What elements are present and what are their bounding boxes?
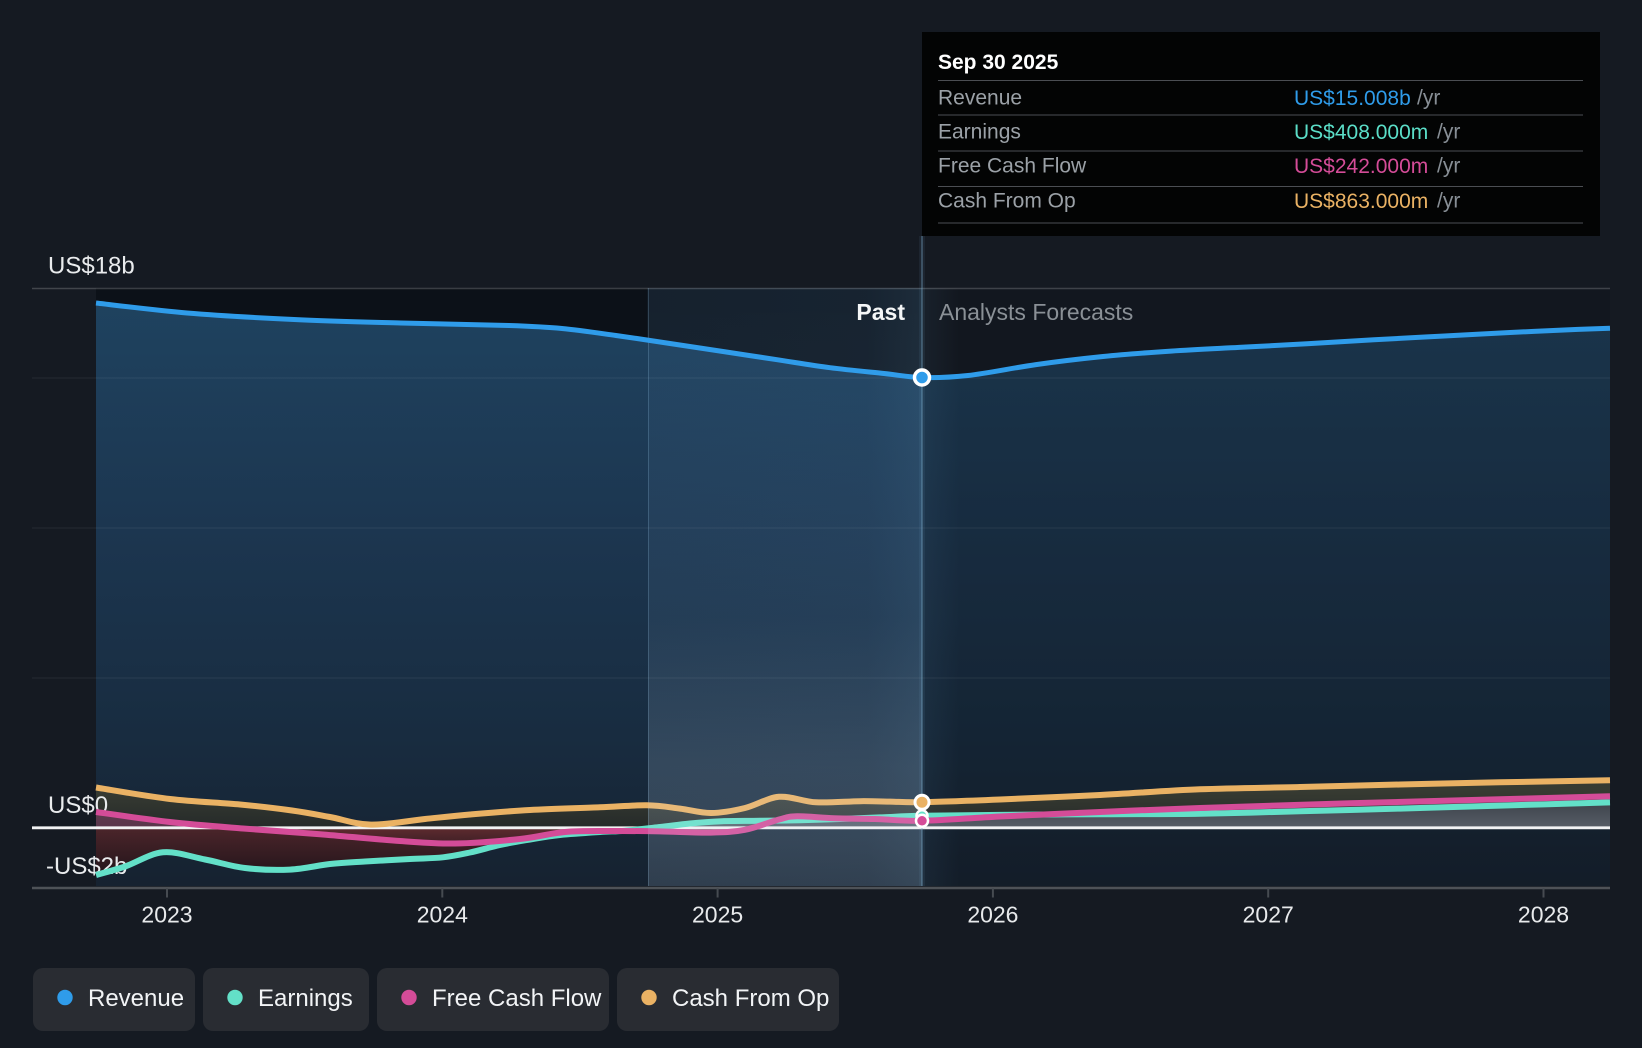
svg-text:Sep 30 2025: Sep 30 2025 bbox=[938, 51, 1059, 74]
svg-text:-US$2b: -US$2b bbox=[46, 853, 127, 880]
svg-text:US$408.000m: US$408.000m bbox=[1294, 121, 1428, 144]
svg-text:2026: 2026 bbox=[967, 902, 1018, 928]
svg-text:/yr: /yr bbox=[1417, 87, 1440, 110]
svg-text:US$242.000m: US$242.000m bbox=[1294, 155, 1428, 178]
svg-text:Revenue: Revenue bbox=[938, 87, 1022, 110]
svg-text:2025: 2025 bbox=[692, 902, 743, 928]
svg-text:/yr: /yr bbox=[1437, 155, 1460, 178]
svg-text:/yr: /yr bbox=[1437, 190, 1460, 213]
svg-text:Revenue: Revenue bbox=[88, 985, 184, 1012]
svg-text:2027: 2027 bbox=[1243, 902, 1294, 928]
svg-text:Earnings: Earnings bbox=[258, 985, 353, 1012]
svg-text:2023: 2023 bbox=[141, 902, 192, 928]
svg-text:US$863.000m: US$863.000m bbox=[1294, 190, 1428, 213]
svg-text:Free Cash Flow: Free Cash Flow bbox=[938, 155, 1087, 178]
svg-text:2024: 2024 bbox=[417, 902, 468, 928]
svg-text:Analysts Forecasts: Analysts Forecasts bbox=[939, 299, 1133, 325]
svg-text:Free Cash Flow: Free Cash Flow bbox=[432, 985, 602, 1012]
svg-text:Cash From Op: Cash From Op bbox=[938, 190, 1076, 213]
svg-text:Cash From Op: Cash From Op bbox=[672, 985, 829, 1012]
svg-text:Earnings: Earnings bbox=[938, 121, 1021, 144]
svg-text:US$15.008b: US$15.008b bbox=[1294, 87, 1411, 110]
svg-text:Past: Past bbox=[856, 299, 905, 325]
svg-text:US$18b: US$18b bbox=[48, 253, 135, 280]
svg-text:/yr: /yr bbox=[1437, 121, 1460, 144]
svg-text:2028: 2028 bbox=[1518, 902, 1569, 928]
